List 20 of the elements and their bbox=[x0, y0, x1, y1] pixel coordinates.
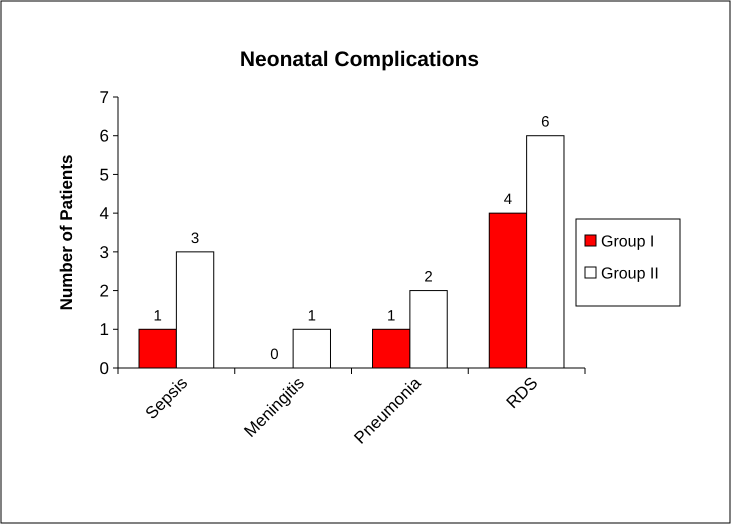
data-label: 3 bbox=[190, 230, 200, 247]
y-axis-title: Number of Patients bbox=[57, 154, 76, 310]
y-tick-label: 1 bbox=[100, 320, 109, 340]
y-tick-label: 0 bbox=[100, 358, 109, 378]
legend-label: Group II bbox=[601, 266, 659, 283]
data-label: 1 bbox=[387, 307, 396, 324]
y-tick-label: 3 bbox=[100, 242, 109, 262]
y-tick-label: 4 bbox=[100, 204, 109, 224]
y-tick-label: 6 bbox=[100, 126, 109, 146]
y-tick-label: 5 bbox=[100, 165, 109, 184]
data-label: 6 bbox=[541, 114, 550, 131]
data-label: 1 bbox=[308, 307, 316, 324]
chart-title: Neonatal Complications bbox=[240, 48, 480, 71]
data-label: 0 bbox=[270, 346, 279, 363]
data-label: 2 bbox=[424, 268, 433, 286]
y-tick-label: 7 bbox=[100, 88, 109, 107]
data-label: 1 bbox=[154, 307, 162, 324]
y-tick-label: 2 bbox=[100, 282, 109, 301]
data-label: 4 bbox=[504, 191, 512, 208]
legend-label: Group I bbox=[601, 234, 654, 251]
